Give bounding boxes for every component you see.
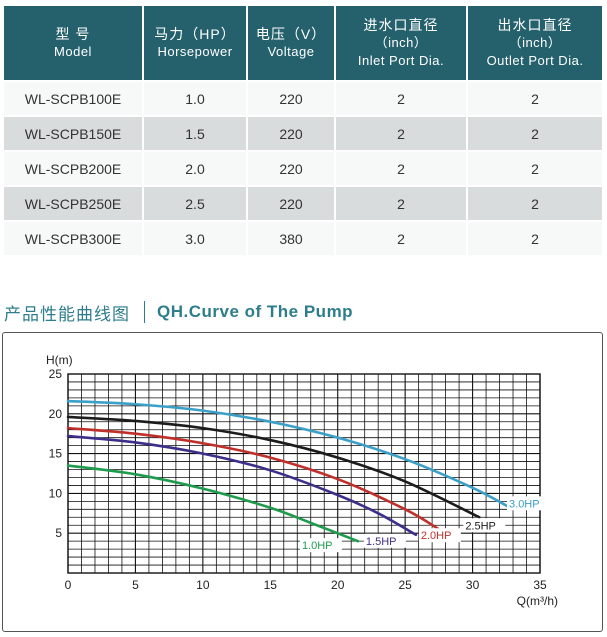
header-horsepower-en: Horsepower <box>157 44 233 59</box>
cell-inlet: 2 <box>336 150 468 185</box>
series-label-bg <box>363 533 406 548</box>
x-axis-label: Q(m³/h) <box>517 594 558 608</box>
header-voltage-en: Voltage <box>267 44 315 59</box>
header-voltage: 电压（V） Voltage <box>248 6 336 80</box>
series-label-bg <box>418 528 461 543</box>
cell-model: WL-SCPB150E <box>4 115 144 150</box>
y-tick-label: 10 <box>49 486 63 500</box>
chart-frame <box>2 332 603 632</box>
spec-header-row: 型 号 Model 马力（HP） Horsepower 电压（V） Voltag… <box>4 6 602 80</box>
header-horsepower: 马力（HP） Horsepower <box>144 6 248 80</box>
series-label-1-5hp: 1.5HP <box>366 536 397 548</box>
section-title-en: QH.Curve of The Pump <box>157 302 354 321</box>
cell-inlet: 2 <box>336 115 468 150</box>
header-inlet-en: Inlet Port Dia. <box>357 53 445 68</box>
series-label-2-5hp: 2.5HP <box>465 520 496 532</box>
y-axis-label: H(m) <box>46 353 73 367</box>
cell-horsepower: 1.0 <box>144 80 248 115</box>
series-line-1-5hp <box>66 434 418 537</box>
plot-border <box>67 373 541 574</box>
cell-horsepower: 3.0 <box>144 220 248 255</box>
cell-horsepower: 2.5 <box>144 185 248 220</box>
section-title: 产品性能曲线图 QH.Curve of The Pump <box>4 300 353 324</box>
table-row: WL-SCPB200E 2.0 220 2 2 <box>4 150 602 185</box>
series-label-bg <box>299 538 342 553</box>
y-tick-label: 20 <box>49 407 63 421</box>
x-tick-label: 35 <box>533 578 547 592</box>
cell-inlet: 2 <box>336 80 468 115</box>
header-model: 型 号 Model <box>4 6 144 80</box>
header-voltage-zh: 电压（V） <box>255 26 327 42</box>
series-line-3-0hp <box>66 399 515 511</box>
y-tick-label: 25 <box>49 367 63 381</box>
cell-voltage: 220 <box>248 185 336 220</box>
x-tick-label: 30 <box>466 578 480 592</box>
table-row: WL-SCPB100E 1.0 220 2 2 <box>4 80 602 115</box>
cell-outlet: 2 <box>468 115 602 150</box>
cell-inlet: 2 <box>336 220 468 255</box>
series-label-2-0hp: 2.0HP <box>421 530 452 542</box>
header-model-zh: 型 号 <box>55 26 91 42</box>
x-tick-label: 0 <box>65 578 72 592</box>
series-label-3-0hp: 3.0HP <box>509 498 540 510</box>
y-tick-label: 5 <box>55 526 62 540</box>
series-label-1-0hp: 1.0HP <box>302 540 333 552</box>
title-divider <box>144 301 145 323</box>
cell-horsepower: 2.0 <box>144 150 248 185</box>
header-outlet-zh: 出水口直径 <box>497 17 573 33</box>
cell-voltage: 220 <box>248 80 336 115</box>
cell-model: WL-SCPB100E <box>4 80 144 115</box>
cell-voltage: 220 <box>248 115 336 150</box>
header-inlet-unit: （inch） <box>374 35 428 50</box>
table-row: WL-SCPB150E 1.5 220 2 2 <box>4 115 602 150</box>
header-inlet: 进水口直径 （inch） Inlet Port Dia. <box>336 6 468 80</box>
series-line-2-0hp <box>66 426 441 531</box>
header-outlet: 出水口直径 （inch） Outlet Port Dia. <box>468 6 602 80</box>
header-model-en: Model <box>54 44 92 59</box>
cell-outlet: 2 <box>468 80 602 115</box>
x-tick-label: 5 <box>132 578 139 592</box>
table-row: WL-SCPB250E 2.5 220 2 2 <box>4 185 602 220</box>
header-outlet-en: Outlet Port Dia. <box>486 53 584 68</box>
x-tick-label: 15 <box>264 578 278 592</box>
cell-voltage: 380 <box>248 220 336 255</box>
header-outlet-unit: （inch） <box>508 35 562 50</box>
series-label-bg <box>507 496 550 511</box>
cell-outlet: 2 <box>468 185 602 220</box>
header-inlet-zh: 进水口直径 <box>363 17 439 33</box>
x-tick-label: 10 <box>196 578 210 592</box>
table-row: WL-SCPB300E 3.0 380 2 2 <box>4 220 602 255</box>
x-tick-label: 25 <box>398 578 412 592</box>
cell-model: WL-SCPB200E <box>4 150 144 185</box>
cell-inlet: 2 <box>336 185 468 220</box>
spec-table: 型 号 Model 马力（HP） Horsepower 电压（V） Voltag… <box>4 6 602 255</box>
header-horsepower-zh: 马力（HP） <box>154 26 236 42</box>
series-line-2-5hp <box>66 415 481 519</box>
cell-outlet: 2 <box>468 150 602 185</box>
cell-outlet: 2 <box>468 220 602 255</box>
y-tick-label: 15 <box>49 447 63 461</box>
cell-voltage: 220 <box>248 150 336 185</box>
cell-model: WL-SCPB300E <box>4 220 144 255</box>
cell-model: WL-SCPB250E <box>4 185 144 220</box>
series-line-1-0hp <box>66 464 360 543</box>
x-tick-label: 20 <box>331 578 345 592</box>
cell-horsepower: 1.5 <box>144 115 248 150</box>
section-title-zh: 产品性能曲线图 <box>4 304 130 324</box>
series-label-bg <box>463 518 506 533</box>
